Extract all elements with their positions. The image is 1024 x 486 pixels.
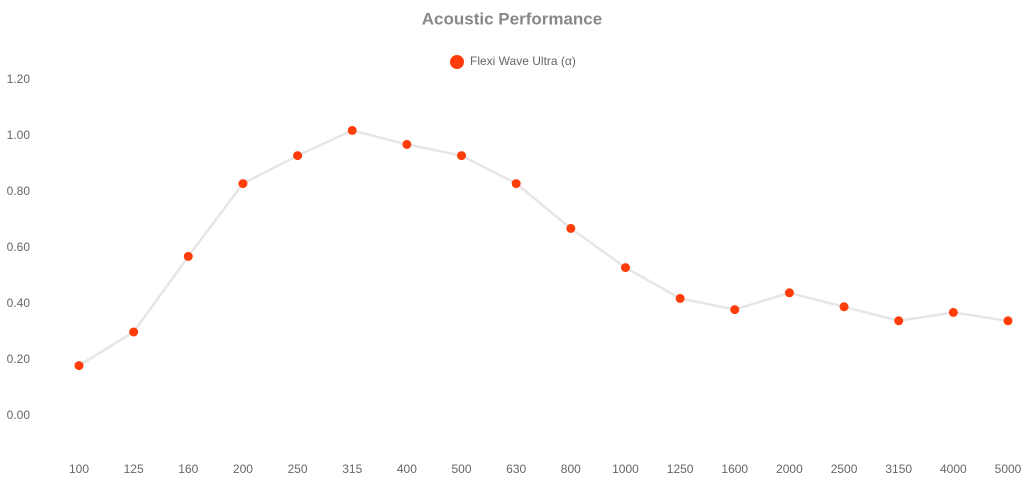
y-tick-label: 0.00 — [7, 408, 31, 422]
x-tick-label: 500 — [452, 462, 472, 476]
data-point — [730, 305, 740, 315]
legend-label: Flexi Wave Ultra (α) — [470, 54, 576, 68]
x-tick-label: 315 — [342, 462, 362, 476]
data-point — [402, 139, 412, 149]
series-line — [78, 129, 1009, 367]
x-tick-label: 800 — [561, 462, 581, 476]
x-tick-label: 5000 — [995, 462, 1022, 476]
legend-marker — [450, 55, 464, 69]
chart-title: Acoustic Performance — [422, 9, 602, 28]
data-point — [620, 263, 630, 273]
x-tick-label: 200 — [233, 462, 253, 476]
x-tick-label: 630 — [506, 462, 526, 476]
x-tick-label: 400 — [397, 462, 417, 476]
data-point — [839, 302, 849, 312]
y-tick-label: 0.40 — [7, 296, 31, 310]
y-tick-label: 0.80 — [7, 184, 31, 198]
data-point — [129, 327, 139, 337]
y-tick-label: 0.60 — [7, 240, 31, 254]
data-point — [511, 179, 521, 189]
x-tick-label: 1600 — [721, 462, 748, 476]
data-point — [347, 125, 357, 135]
y-tick-label: 1.20 — [7, 72, 31, 86]
data-point — [457, 151, 467, 161]
data-point — [948, 307, 958, 317]
x-tick-label: 125 — [124, 462, 144, 476]
x-tick-label: 1250 — [667, 462, 694, 476]
x-tick-label: 3150 — [885, 462, 912, 476]
x-tick-label: 2500 — [831, 462, 858, 476]
data-point — [675, 293, 685, 303]
data-point — [1003, 316, 1013, 326]
data-point — [183, 251, 193, 261]
x-tick-label: 250 — [288, 462, 308, 476]
data-point — [293, 151, 303, 161]
x-tick-label: 100 — [69, 462, 89, 476]
x-tick-label: 4000 — [940, 462, 967, 476]
x-tick-label: 1000 — [612, 462, 639, 476]
x-tick-label: 160 — [178, 462, 198, 476]
y-tick-label: 1.00 — [7, 128, 31, 142]
data-point — [566, 223, 576, 233]
data-point — [784, 288, 794, 298]
x-tick-label: 2000 — [776, 462, 803, 476]
data-point — [894, 316, 904, 326]
y-tick-label: 0.20 — [7, 352, 31, 366]
data-point — [238, 179, 248, 189]
data-point — [74, 361, 84, 371]
